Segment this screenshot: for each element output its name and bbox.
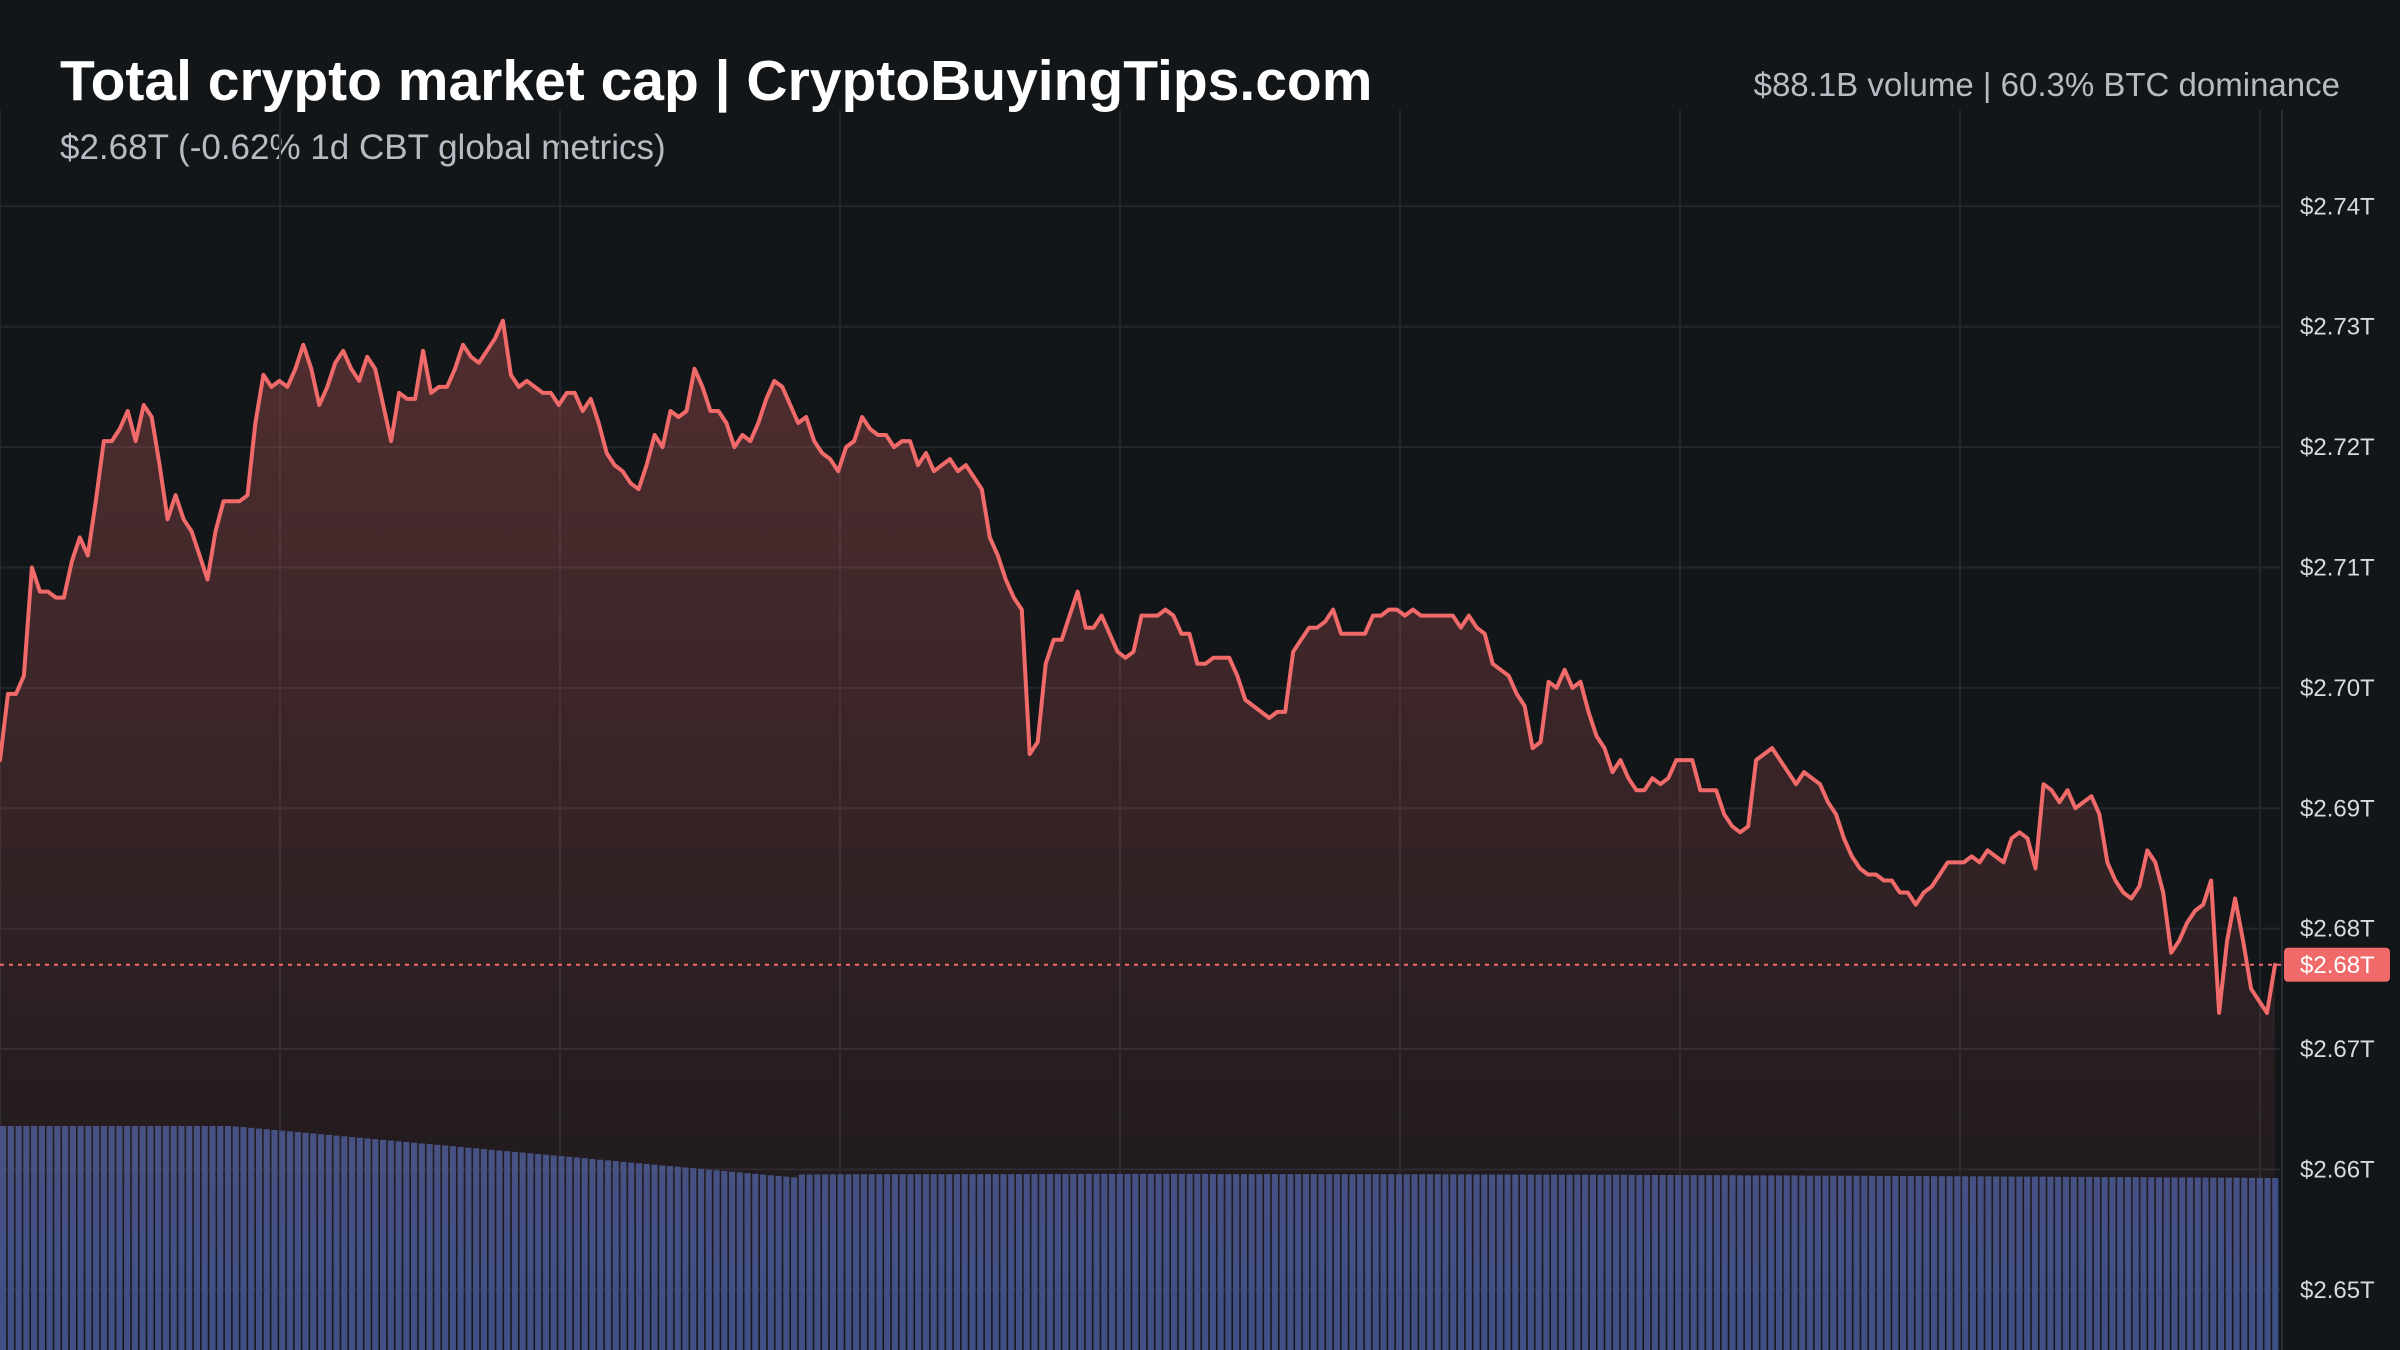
- y-tick-label: $2.67T: [2300, 1036, 2375, 1063]
- current-price-label: $2.68T: [2300, 952, 2375, 979]
- chart-title: Total crypto market cap | CryptoBuyingTi…: [60, 49, 1373, 113]
- y-tick-label: $2.71T: [2300, 554, 2375, 581]
- y-tick-label: $2.70T: [2300, 675, 2375, 702]
- price-axis: $2.74T $2.73T $2.72T $2.71T $2.70T $2.69T $2.6…: [2300, 193, 2375, 1303]
- price-line: [0, 318, 2277, 1015]
- y-tick-label: $2.65T: [2300, 1277, 2375, 1304]
- y-tick-label: $2.73T: [2300, 314, 2375, 341]
- volume-bar: [2272, 1177, 2279, 1350]
- y-tick-label: $2.72T: [2300, 434, 2375, 461]
- market-stats: $88.1B volume | 60.3% BTC dominance: [1753, 66, 2340, 103]
- current-price-marker: $2.68T: [2284, 947, 2390, 982]
- price-area: [0, 320, 2275, 1350]
- y-tick-label: $2.66T: [2300, 1156, 2375, 1183]
- y-tick-label: $2.69T: [2300, 795, 2375, 822]
- current-price-badge: [2284, 947, 2390, 982]
- y-tick-label: $2.74T: [2300, 193, 2375, 220]
- y-tick-label: $2.68T: [2300, 916, 2375, 943]
- chart-subtitle: $2.68T (-0.62% 1d CBT global metrics): [60, 128, 666, 167]
